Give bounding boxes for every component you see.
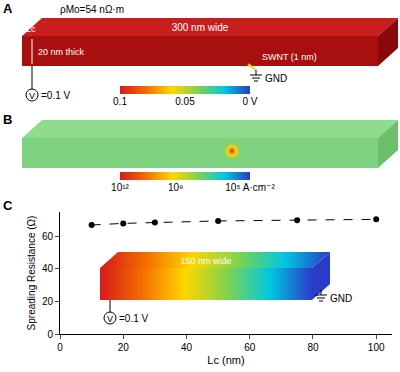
svg-text:0.05: 0.05: [175, 96, 195, 107]
svg-text:10¹²: 10¹²: [111, 182, 129, 193]
svg-text:80: 80: [307, 342, 319, 353]
svg-text:Lc (nm): Lc (nm): [207, 354, 244, 366]
svg-text:V: V: [107, 314, 113, 324]
svg-text:V: V: [29, 91, 35, 101]
svg-text:40: 40: [42, 263, 54, 274]
svg-text:0: 0: [47, 329, 53, 340]
svg-text:60: 60: [244, 342, 256, 353]
svg-text:300 nm wide: 300 nm wide: [172, 22, 229, 33]
svg-text:0: 0: [57, 342, 63, 353]
svg-text:C: C: [3, 198, 13, 213]
svg-text:Spreading Resistance (Ω): Spreading Resistance (Ω): [26, 216, 37, 331]
svg-text:20: 20: [118, 342, 130, 353]
svg-text:0 V: 0 V: [242, 96, 257, 107]
svg-text:10⁵ A·cm⁻²: 10⁵ A·cm⁻²: [225, 182, 275, 193]
svg-text:GND: GND: [265, 73, 287, 84]
svg-text:SWNT (1 nm): SWNT (1 nm): [262, 52, 317, 62]
svg-text:=0.1 V: =0.1 V: [41, 90, 71, 101]
svg-text:=0.1 V: =0.1 V: [119, 313, 149, 324]
svg-text:A: A: [3, 1, 13, 16]
svg-text:0.1: 0.1: [113, 96, 127, 107]
svg-text:Lc: Lc: [26, 24, 36, 34]
svg-text:60: 60: [42, 231, 54, 242]
svg-text:150 nm wide: 150 nm wide: [180, 256, 231, 266]
svg-text:10⁹: 10⁹: [168, 182, 183, 193]
svg-text:40: 40: [181, 342, 193, 353]
svg-text:100: 100: [368, 342, 385, 353]
svg-text:GND: GND: [330, 293, 352, 304]
svg-text:ρMo=54 nΩ·m: ρMo=54 nΩ·m: [60, 4, 124, 15]
svg-text:20 nm thick: 20 nm thick: [38, 47, 85, 57]
svg-text:20: 20: [42, 296, 54, 307]
svg-text:B: B: [3, 112, 12, 127]
